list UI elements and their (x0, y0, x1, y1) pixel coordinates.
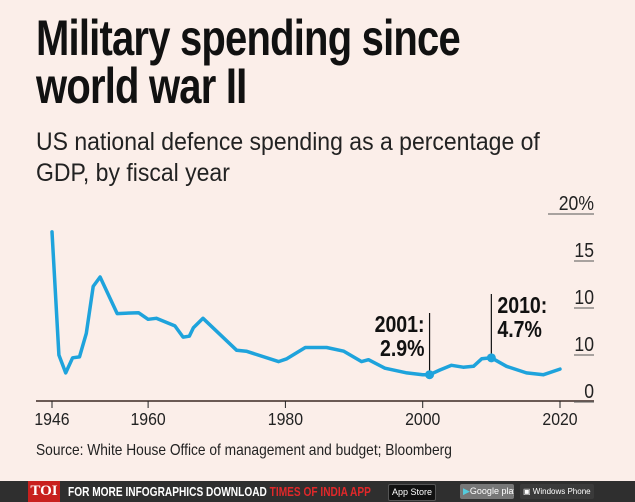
x-tick-label: 2020 (542, 409, 577, 429)
y-tick-label: 10 (574, 333, 594, 355)
annotation-label-year: 2010: (497, 293, 547, 319)
windows-icon: ▣ (523, 487, 531, 496)
x-tick-label: 1980 (268, 409, 303, 429)
footer-banner[interactable]: TOI FOR MORE INFOGRAPHICS DOWNLOAD TIMES… (0, 481, 635, 502)
data-line (50, 230, 562, 377)
google-play-badge[interactable]: ▶Google play (460, 484, 514, 499)
chart-title: Military spending since world war II (36, 10, 461, 114)
footer-cta: FOR MORE INFOGRAPHICS DOWNLOAD (68, 484, 267, 499)
annotation-label-value: 2.9% (380, 336, 425, 362)
data-point-2001 (425, 370, 435, 380)
annotation-label-value: 4.7% (497, 317, 542, 343)
title-line-2: world war II (36, 58, 247, 114)
toi-logo: TOI (28, 481, 60, 502)
line-chart: 1946 1960 1980 2000 2020 20% 15 10 10 0 2001:2.9% 2… (34, 192, 594, 429)
x-tick-label: 1960 (131, 409, 166, 429)
footer-app-name: TIMES OF INDIA APP (269, 484, 371, 499)
y-tick-label: 15 (574, 239, 594, 261)
source-note: Source: White House Office of management… (36, 442, 452, 459)
x-tick-label: 1946 (34, 409, 69, 429)
subtitle-line-1: US national defence spending as a percen… (36, 128, 540, 156)
footer-text: FOR MORE INFOGRAPHICS DOWNLOAD TIMES OF … (68, 484, 371, 499)
chart-subtitle: US national defence spending as a percen… (36, 127, 540, 189)
subtitle-line-2: GDP, by fiscal year (36, 159, 230, 187)
annotation-label-year: 2001: (375, 312, 425, 338)
play-icon: ▶ (463, 486, 470, 496)
y-tick-label: 20% (559, 192, 594, 214)
app-store-badge[interactable]: App Store (388, 484, 437, 501)
y-tick-label: 0 (584, 380, 594, 402)
title-line-1: Military spending since (36, 10, 461, 66)
y-tick-label: 10 (574, 286, 594, 308)
windows-phone-badge[interactable]: ▣ Windows Phone (520, 484, 594, 499)
data-point-2010 (486, 353, 496, 363)
x-tick-label: 2000 (405, 409, 440, 429)
